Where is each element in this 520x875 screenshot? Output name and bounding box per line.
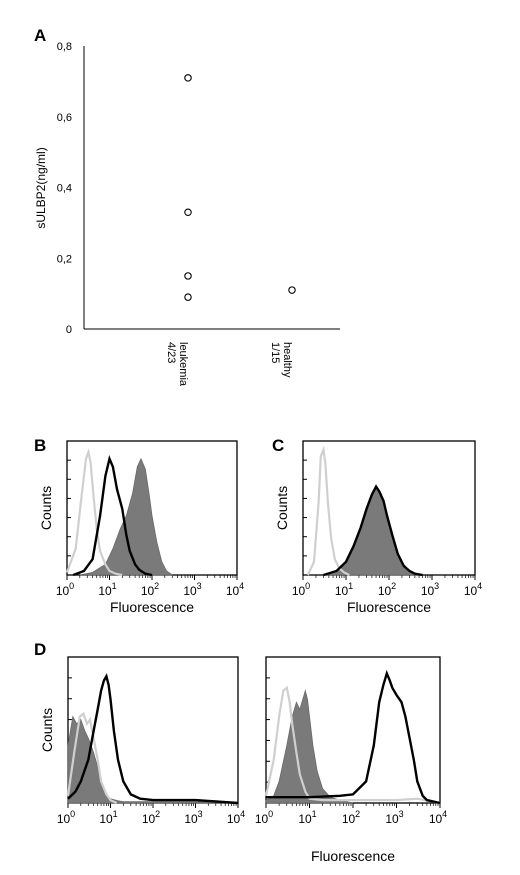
histogram-x-tick-label: 104	[429, 809, 447, 826]
panel-a-y-tick-label: 0,8	[57, 41, 72, 53]
panel-a-y-tick-label: 0,4	[57, 183, 72, 195]
histogram-y-label: Counts	[39, 708, 55, 752]
histogram-x-tick-label: 104	[464, 581, 482, 598]
panel-a-category-count: 1/15	[269, 342, 281, 363]
panel-a-data-point	[288, 286, 296, 294]
histogram-x-tick-label: 101	[298, 809, 316, 826]
histogram-x-tick-label: 100	[56, 581, 74, 598]
histogram-black-series	[266, 669, 441, 805]
histogram-x-tick-label: 100	[57, 809, 75, 826]
histogram-control-series	[66, 711, 118, 804]
panel-label-A: A	[34, 26, 46, 45]
histogram-x-label: Fluorescence	[347, 599, 431, 615]
panel-b-histogram: 100 101 102 103 104 Fluorescence Counts	[38, 440, 244, 615]
histogram-x-tick-label: 104	[227, 809, 245, 826]
panel-a-data-point	[184, 293, 192, 301]
histogram-y-label: Counts	[274, 486, 290, 530]
histogram-black-series	[67, 673, 239, 805]
histogram-black-series	[72, 454, 153, 577]
histogram-x-tick-label: 104	[226, 581, 244, 598]
histogram-x-tick-label: 102	[342, 809, 360, 826]
panel-a-y-tick-label: 0,6	[57, 112, 72, 124]
panel-a-y-label: sULBP2(ng/ml)	[34, 147, 48, 228]
panel-label-D: D	[34, 640, 46, 659]
histogram-x-tick-label: 103	[184, 809, 202, 826]
histogram-x-tick-label: 103	[385, 809, 403, 826]
histogram-x-tick-label: 103	[421, 581, 439, 598]
histogram-x-tick-label: 101	[335, 581, 353, 598]
panel-c-histogram: 100 101 102 103 104 Fluorescence Counts	[274, 440, 482, 615]
panel-a-data-point	[184, 74, 192, 82]
histogram-filled-series	[79, 457, 174, 576]
histogram-x-tick-label: 103	[183, 581, 201, 598]
histogram-x-label: Fluorescence	[110, 599, 194, 615]
histogram-x-tick-label: 100	[255, 809, 273, 826]
panel-label-B: B	[34, 436, 46, 455]
histogram-x-tick-label: 102	[378, 581, 396, 598]
panel-a-data-point	[184, 208, 192, 217]
panel-d-histogram-right: 100 101 102 103 104 Fluorescence	[255, 656, 447, 864]
panel-label-C: C	[272, 436, 284, 455]
panel-a-category-name: healthy	[281, 342, 293, 378]
panel-d-histogram-left: 100 101 102 103 104 Counts	[39, 656, 245, 826]
panel-a-y-tick-label: 0	[66, 324, 72, 336]
panel-a-data-point	[184, 272, 192, 280]
panel-d-x-label: Fluorescence	[311, 848, 395, 864]
histogram-black-series	[323, 484, 423, 577]
panel-a-category-name: leukemia	[177, 342, 189, 387]
histogram-x-tick-label: 102	[141, 581, 159, 598]
histogram-x-tick-label: 100	[292, 581, 310, 598]
panel-a-category-count: 4/23	[165, 342, 177, 363]
histogram-x-tick-label: 102	[142, 809, 160, 826]
histogram-y-label: Counts	[38, 486, 54, 530]
histogram-control-series	[264, 685, 441, 805]
histogram-x-tick-label: 101	[99, 809, 117, 826]
histogram-control-series	[65, 448, 123, 577]
panel-a-y-tick-label: 0,2	[57, 253, 72, 265]
histogram-x-tick-label: 101	[98, 581, 116, 598]
panel-a-scatter: sULBP2(ng/ml) 0 0,2 0,4 0,6 0,8 leukemia4/23…	[34, 41, 340, 387]
